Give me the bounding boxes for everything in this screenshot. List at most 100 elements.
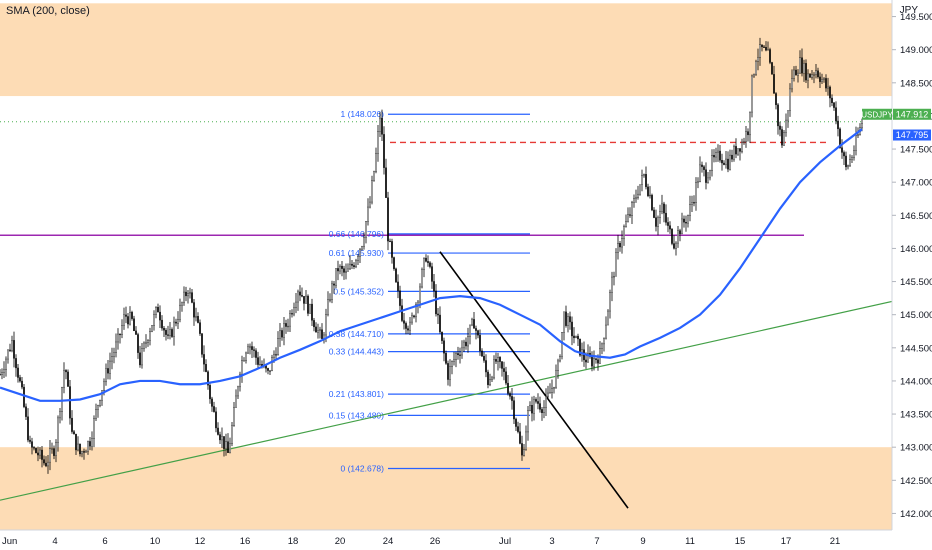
candle-body [815,70,817,75]
y-tick-label-1: 149.000 [900,45,932,56]
candle-body [355,260,357,268]
candle-body [535,399,537,402]
candle-body [277,338,279,356]
candle-body [559,356,561,362]
candle-body [703,166,705,170]
candle-body [689,204,691,216]
candle-body [195,316,197,318]
candle-body [647,186,649,197]
candle-body [143,342,145,349]
fib-level-label-3: 0.5 (145.352) [333,286,384,296]
candle-body [133,318,135,332]
candle-body [311,303,313,321]
indicator-label[interactable]: SMA (200, close) [6,5,90,17]
candle-body [61,387,63,412]
candle-body [493,359,495,379]
candle-body [233,407,235,426]
candle-body [171,329,173,337]
candle-body [169,329,171,336]
candle-body [347,268,349,272]
candle-body [727,158,729,170]
candle-body [549,392,551,394]
x-tick-label-11: 3 [549,536,554,547]
candle-body [775,93,777,106]
candle-body [349,263,351,270]
candle-body [797,72,799,76]
candle-body [139,352,141,366]
candle-body [579,338,581,356]
candle-body [131,312,133,319]
candle-body [345,271,347,273]
candle-body [163,327,165,331]
candle-body [825,78,827,89]
candle-body [677,230,679,244]
candle-body [423,257,425,270]
candle-body [253,349,255,351]
candle-body [623,226,625,239]
x-tick-label-8: 24 [383,536,394,547]
currency-label[interactable]: JPY [899,5,918,16]
candle-body [283,323,285,338]
candle-body [513,400,515,420]
candle-body [381,117,383,135]
candle-body [433,281,435,292]
candle-body [55,442,57,456]
candle-body [469,324,471,337]
candle-body [821,79,823,82]
candle-body [63,370,65,388]
candle-body [209,385,211,400]
candle-body [247,346,249,354]
fib-level-label-1: 0.66 (146.796) [329,229,384,239]
candle-body [653,209,655,218]
candle-body [43,459,45,464]
candle-body [181,302,183,306]
candle-body [585,359,587,363]
candle-body [723,162,725,165]
candle-body [165,329,167,335]
candle-body [489,379,491,386]
candle-body [95,409,97,419]
candle-body [461,347,463,356]
candle-body [225,441,227,449]
candle-body [77,443,79,451]
candle-body [633,198,635,203]
candle-body [291,313,293,315]
candle-body [495,359,497,362]
supply-demand-zone-0 [0,3,892,97]
candle-body [467,336,469,347]
candle-body [333,283,335,286]
candle-body [809,73,811,78]
candle-body [861,123,863,128]
candle-body [439,314,441,333]
candle-body [841,147,843,153]
candle-body [65,370,67,373]
x-tick-label-12: 7 [594,536,599,547]
candle-body [451,361,453,367]
candle-body [735,146,737,155]
candle-body [699,164,701,182]
candle-body [343,268,345,273]
candle-body [115,341,117,353]
candle-body [9,349,11,351]
candle-body [21,380,23,388]
candle-body [373,171,375,181]
candle-body [441,331,443,341]
candle-body [301,295,303,297]
candle-body [87,441,89,452]
candle-body [153,314,155,326]
candle-body [289,313,291,327]
candle-body [811,74,813,78]
candle-body [25,406,27,417]
candle-body [651,194,653,211]
candle-body [593,358,595,367]
candle-body [339,265,341,272]
candle-body [337,268,339,272]
candle-body [327,299,329,315]
candle-body [799,57,801,74]
x-tick-label-10: Jul [499,536,511,547]
candle-body [273,354,275,358]
candle-body [761,44,763,48]
candle-body [729,154,731,170]
candle-body [393,257,395,270]
